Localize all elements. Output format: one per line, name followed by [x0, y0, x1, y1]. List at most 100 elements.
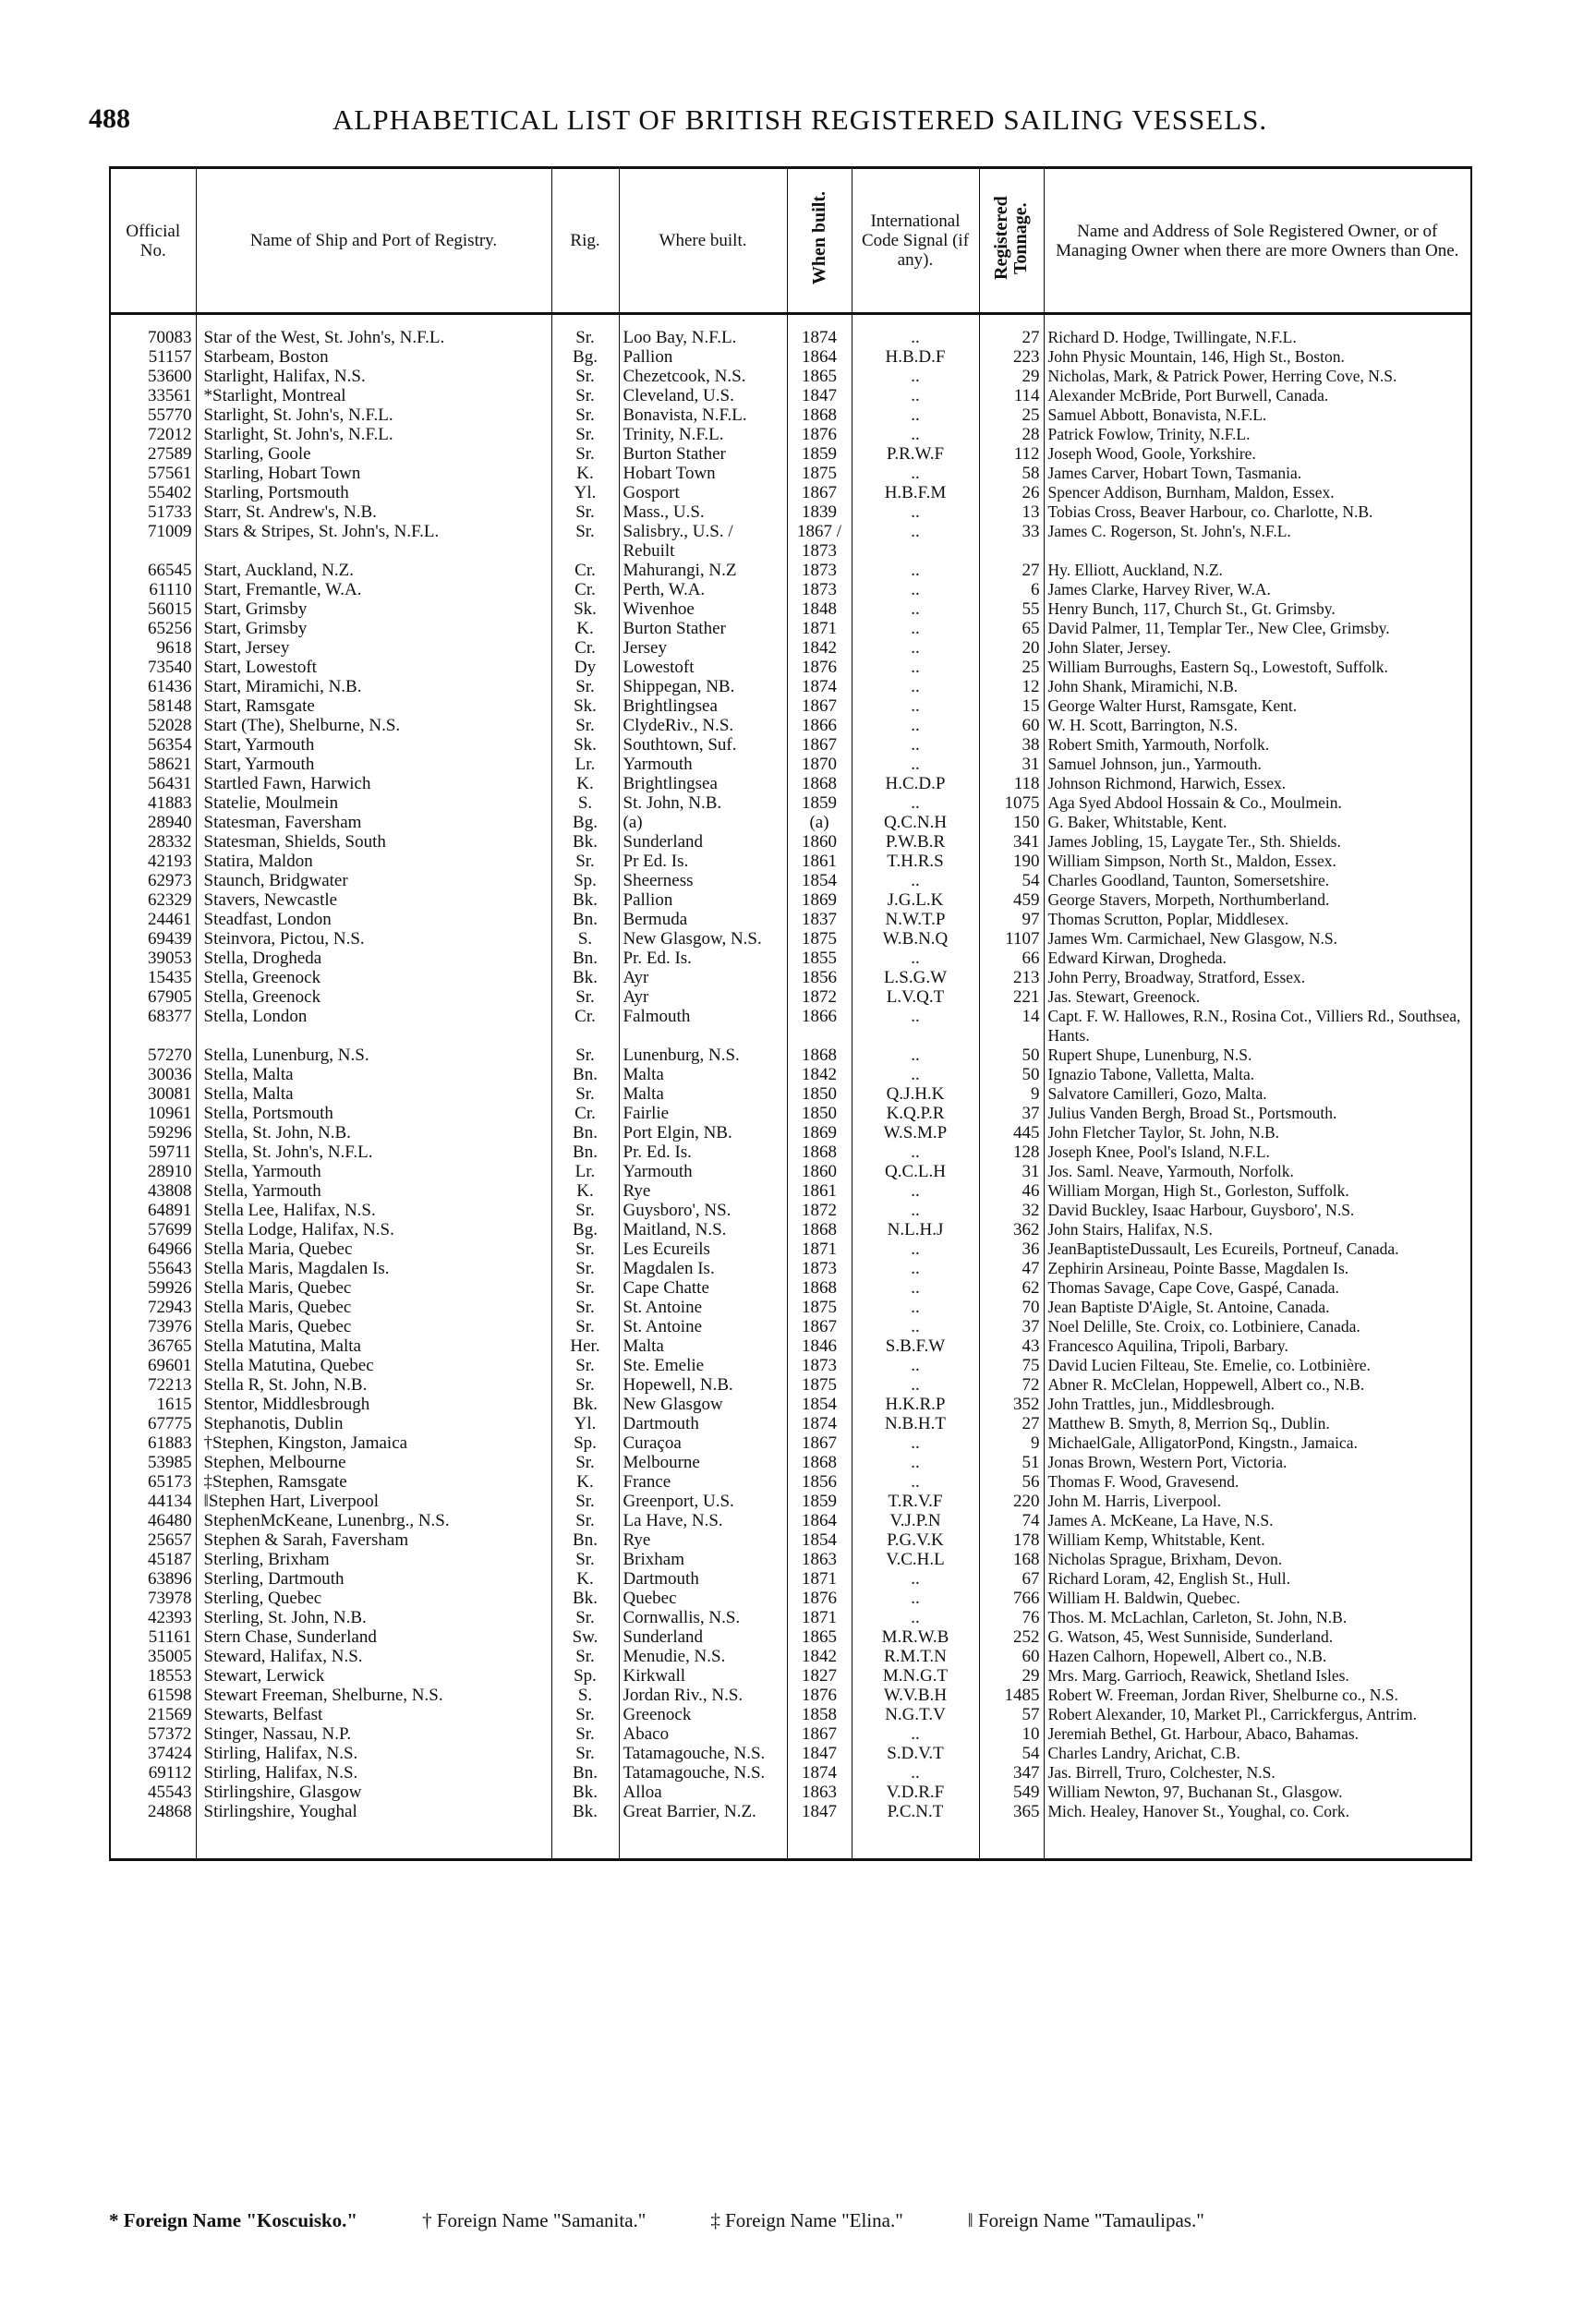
official-no: 53985	[111, 1453, 197, 1472]
code-signal: ..	[852, 1201, 980, 1220]
where-built: Rye	[619, 1181, 788, 1201]
rig: Sk.	[551, 735, 620, 755]
table-row: 25657 Stephen & Sarah, Faversham Bn. Rye 185…	[111, 1530, 1470, 1550]
code-signal: P.W.B.R	[852, 832, 980, 852]
official-no: 41883	[111, 793, 197, 813]
official-no: 21569	[111, 1705, 197, 1724]
code-signal: ..	[852, 658, 980, 677]
table-row: 72943 Stella Maris, Quebec Sr. St. Antoine 1…	[111, 1298, 1470, 1317]
table-row: 30081 Stella, Malta Sr. Malta 1850 Q.J.H.K 9 Sa…	[111, 1084, 1470, 1104]
table-row: 24461 Steadfast, London Bn. Bermuda 1837 N.W.…	[111, 910, 1470, 929]
page-number: 488	[89, 103, 130, 134]
when-built: 1847	[787, 386, 852, 405]
code-signal: L.S.G.W	[852, 968, 980, 987]
rig: Cr.	[551, 1007, 620, 1046]
rig: Cr.	[551, 580, 620, 599]
official-no: 56354	[111, 735, 197, 755]
code-signal: S.B.F.W	[852, 1336, 980, 1356]
ship-name: Start, Jersey	[196, 638, 552, 658]
when-built: 1850	[787, 1104, 852, 1123]
code-signal: ..	[852, 386, 980, 405]
when-built: 1871	[787, 1239, 852, 1259]
rig: Sr.	[551, 987, 620, 1007]
table-row: 62329 Stavers, Newcastle Bk. Pallion 1869 J.G…	[111, 890, 1470, 910]
tonnage: 38	[979, 735, 1045, 755]
table-row: 61436 Start, Miramichi, N.B. Sr. Shippegan,…	[111, 677, 1470, 696]
where-built: Salisbry., U.S. / Rebuilt	[619, 522, 788, 561]
ship-name: Starlight, St. John's, N.F.L.	[196, 405, 552, 425]
code-signal: V.J.P.N	[852, 1511, 980, 1530]
where-built: Rye	[619, 1530, 788, 1550]
code-signal: W.B.N.Q	[852, 929, 980, 949]
ship-name: StephenMcKeane, Lunenbrg., N.S.	[196, 1511, 552, 1530]
where-built: Quebec	[619, 1589, 788, 1608]
ship-name: Stella Maris, Quebec	[196, 1278, 552, 1298]
rig: Yl.	[551, 483, 620, 502]
ship-name: Statesman, Faversham	[196, 813, 552, 832]
owner: Samuel Abbott, Bonavista, N.F.L.	[1047, 405, 1267, 424]
where-built: Brightlingsea	[619, 696, 788, 716]
ship-name: Sterling, Quebec	[196, 1589, 552, 1608]
ship-name: Stella, Portsmouth	[196, 1104, 552, 1123]
when-built: (a)	[787, 813, 852, 832]
rig: Sr.	[551, 1550, 620, 1569]
rig: Sr.	[551, 444, 620, 464]
rig: Sr.	[551, 1744, 620, 1763]
code-signal: M.N.G.T	[852, 1666, 980, 1686]
tonnage: 347	[979, 1763, 1045, 1783]
where-built: Loo Bay, N.F.L.	[619, 313, 788, 347]
when-built: 1859	[787, 793, 852, 813]
table-row: 27589 Starling, Goole Sr. Burton Stather 185…	[111, 444, 1470, 464]
owner: Edward Kirwan, Drogheda.	[1047, 949, 1227, 967]
tonnage: 178	[979, 1530, 1045, 1550]
official-no: 57699	[111, 1220, 197, 1239]
rig: Sr.	[551, 1724, 620, 1744]
owner: Richard Loram, 42, English St., Hull.	[1047, 1569, 1290, 1588]
table-row: 59926 Stella Maris, Quebec Sr. Cape Chatte 1…	[111, 1278, 1470, 1298]
ship-name: Steward, Halifax, N.S.	[196, 1647, 552, 1666]
table-row: 44134 ‖Stephen Hart, Liverpool Sr. Greenpor…	[111, 1492, 1470, 1511]
owner: Jonas Brown, Western Port, Victoria.	[1047, 1453, 1288, 1471]
owner: Robert W. Freeman, Jordan River, Shelbur…	[1047, 1686, 1398, 1704]
tonnage: 33	[979, 522, 1045, 561]
official-no: 52028	[111, 716, 197, 735]
when-built: 1847	[787, 1802, 852, 1858]
ship-name: Statesman, Shields, South	[196, 832, 552, 852]
table-row: 56015 Start, Grimsby Sk. Wivenhoe 1848.. 55 He…	[111, 599, 1470, 619]
owner: Tobias Cross, Beaver Harbour, co. Charlo…	[1047, 502, 1373, 521]
when-built: 1856	[787, 968, 852, 987]
rig: Bn.	[551, 1123, 620, 1142]
where-built: Mass., U.S.	[619, 502, 788, 522]
tonnage: 150	[979, 813, 1045, 832]
code-signal: ..	[852, 949, 980, 968]
when-built: 1854	[787, 1395, 852, 1414]
table-row: 36765 Stella Matutina, Malta Her. Malta 1846…	[111, 1336, 1470, 1356]
rig: Sr.	[551, 1046, 620, 1065]
official-no: 27589	[111, 444, 197, 464]
rig: Sr.	[551, 1084, 620, 1104]
owner: Charles Landry, Arichat, C.B.	[1047, 1744, 1240, 1762]
where-built: Abaco	[619, 1724, 788, 1744]
code-signal: ..	[852, 1453, 980, 1472]
table-row: 69112 Stirling, Halifax, N.S. Bn. Tatamagou…	[111, 1763, 1470, 1783]
official-no: 73976	[111, 1317, 197, 1336]
official-no: 66545	[111, 561, 197, 580]
rig: Cr.	[551, 638, 620, 658]
code-signal: ..	[852, 313, 980, 347]
tonnage: 54	[979, 871, 1045, 890]
when-built: 1874	[787, 677, 852, 696]
code-signal: P.C.N.T	[852, 1802, 980, 1858]
tonnage: 25	[979, 405, 1045, 425]
where-built: Shippegan, NB.	[619, 677, 788, 696]
where-built: Pallion	[619, 890, 788, 910]
code-signal: ..	[852, 1239, 980, 1259]
tonnage: 14	[979, 1007, 1045, 1046]
header-when-built-cell: When built.	[787, 169, 852, 315]
rig: Sr.	[551, 522, 620, 561]
where-built: ClydeRiv., N.S.	[619, 716, 788, 735]
when-built: 1874	[787, 1414, 852, 1433]
code-signal: ..	[852, 1278, 980, 1298]
table-row: 64966 Stella Maria, Quebec Sr. Les Ecureils…	[111, 1239, 1470, 1259]
tonnage: 9	[979, 1084, 1045, 1104]
owner: Nicholas Sprague, Brixham, Devon.	[1047, 1550, 1283, 1568]
